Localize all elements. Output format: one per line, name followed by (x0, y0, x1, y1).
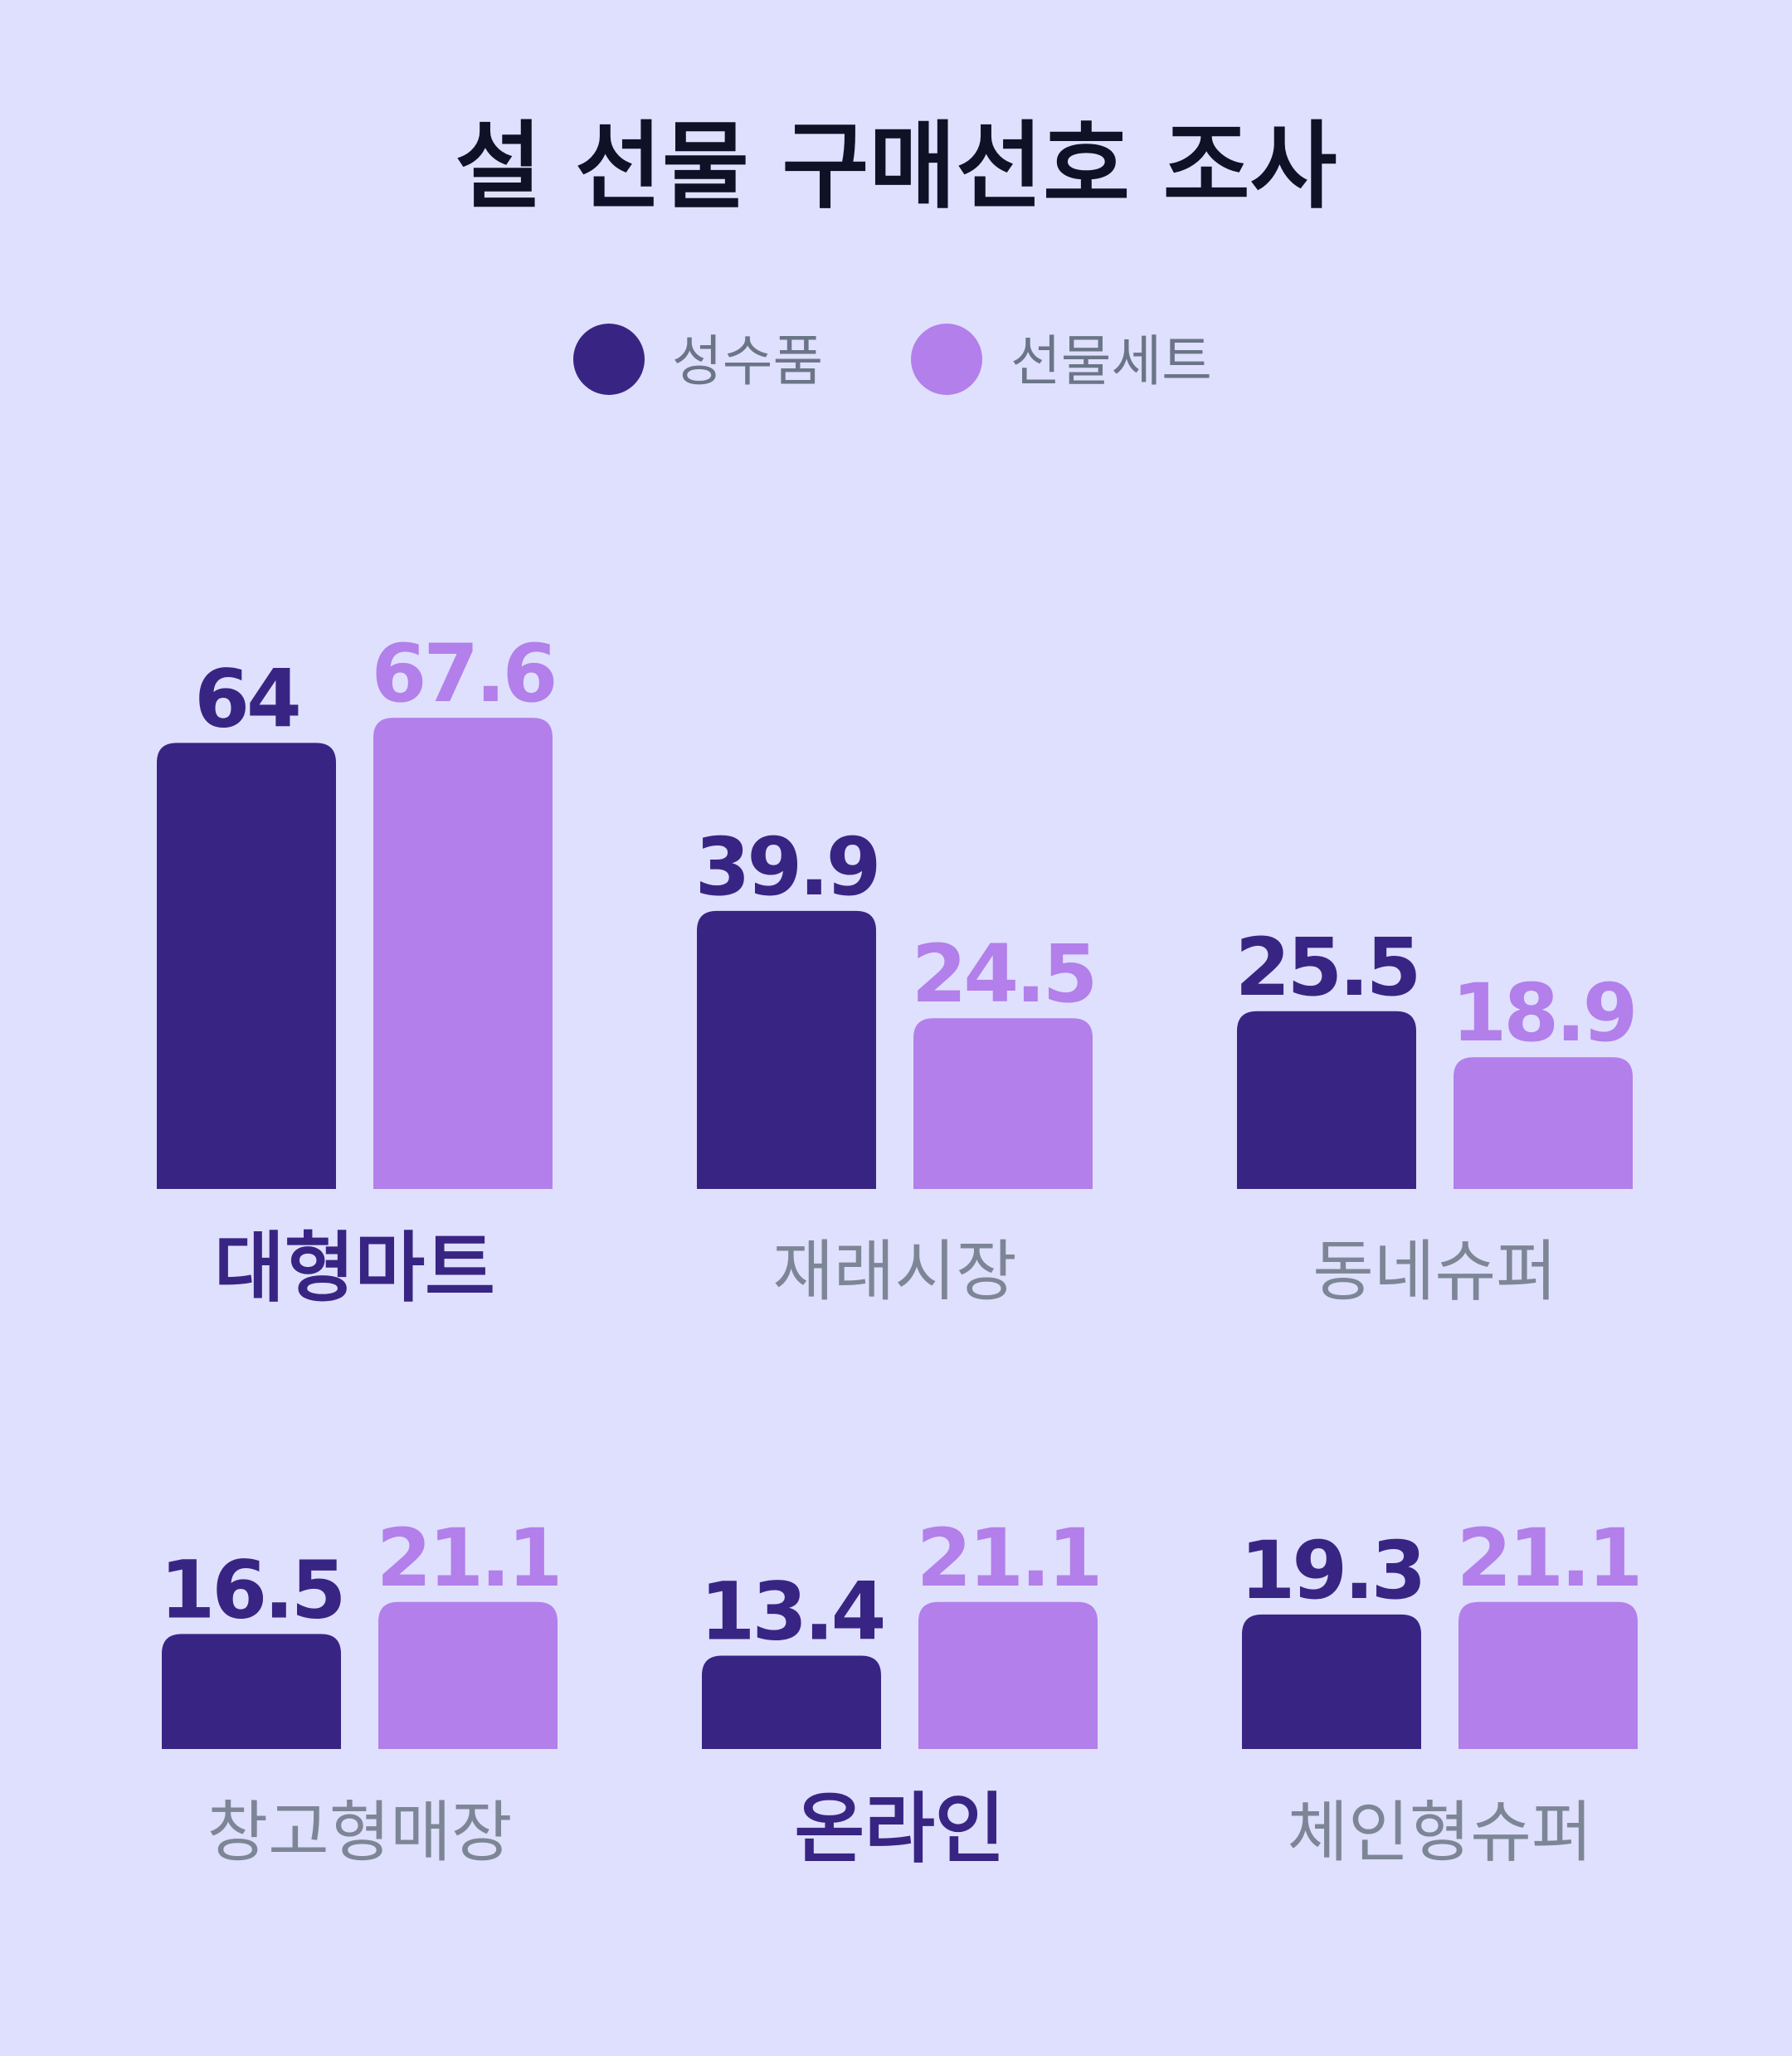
bar-seongsupum-3 (162, 1634, 341, 1749)
value-label-seonmulset-3: 21.1 (377, 1512, 560, 1605)
legend-label-seongsupum: 성수품 (672, 329, 823, 393)
value-label-seonmulset-0: 67.6 (372, 627, 555, 720)
bar-seongsupum-0 (157, 743, 336, 1189)
category-label-4: 온라인 (795, 1785, 1006, 1873)
value-label-seongsupum-2: 25.5 (1235, 921, 1419, 1014)
value-label-seongsupum-0: 64 (194, 652, 299, 745)
value-label-seongsupum-4: 13.4 (700, 1565, 884, 1658)
category-label-2: 동네슈퍼 (1312, 1233, 1556, 1310)
category-label-0: 대형마트 (214, 1224, 495, 1313)
value-label-seongsupum-3: 16.5 (160, 1543, 343, 1636)
value-label-seonmulset-2: 18.9 (1452, 967, 1635, 1060)
bar-seonmulset-1 (913, 1018, 1093, 1189)
legend-label-seonmulset: 선물세트 (1010, 329, 1212, 393)
category-label-5: 체인형슈퍼 (1288, 1794, 1593, 1871)
legend-swatch-seonmulset (911, 324, 982, 395)
bar-seongsupum-5 (1242, 1614, 1421, 1749)
bar-seonmulset-4 (918, 1601, 1098, 1749)
value-label-seongsupum-1: 39.9 (695, 821, 879, 914)
category-label-3: 창고형매장 (207, 1794, 513, 1871)
value-labels-layer: 64 67.6 39.9 24.5 25.5 18.9 16.5 21.1 13.4 21.1 19… (160, 627, 1643, 1658)
bar-seonmulset-0 (373, 718, 553, 1189)
bar-seongsupum-1 (697, 910, 876, 1189)
bar-seongsupum-2 (1237, 1011, 1416, 1189)
bar-seonmulset-5 (1458, 1601, 1638, 1749)
chart-title: 설 선물 구매선호 조사 (455, 111, 1337, 222)
bar-seonmulset-3 (378, 1601, 558, 1749)
bars-layer (157, 718, 1638, 1749)
category-label-1: 재래시장 (772, 1233, 1016, 1310)
value-label-seonmulset-5: 21.1 (1457, 1512, 1640, 1605)
value-label-seonmulset-4: 21.1 (917, 1512, 1100, 1605)
value-label-seongsupum-5: 19.3 (1240, 1524, 1424, 1617)
legend: 성수품 선물세트 (573, 324, 1212, 395)
value-label-seonmulset-1: 24.5 (912, 928, 1095, 1021)
legend-swatch-seongsupum (573, 324, 645, 395)
bar-seongsupum-4 (702, 1655, 881, 1749)
bar-seonmulset-2 (1454, 1057, 1633, 1189)
